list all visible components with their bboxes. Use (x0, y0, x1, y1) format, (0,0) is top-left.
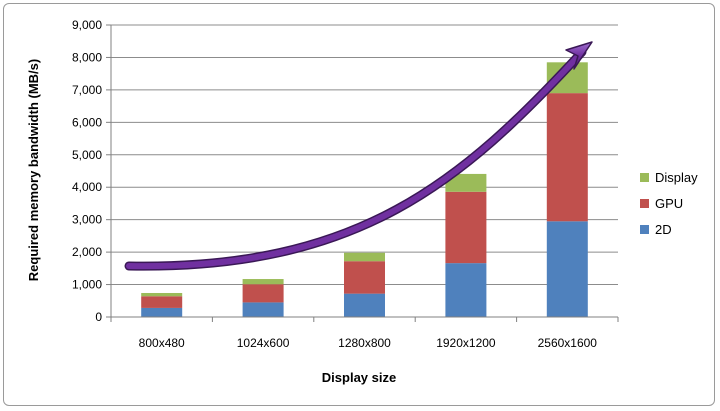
x-axis-title: Display size (322, 370, 396, 385)
bar-segment-display (242, 279, 284, 285)
gridlines (111, 24, 618, 286)
y-tick-label: 1,000 (72, 278, 102, 292)
chart-frame (3, 3, 715, 406)
bar-segment-2d (344, 293, 385, 317)
x-tick-label: 1024x600 (237, 336, 290, 350)
bar-segment-2d (242, 302, 284, 317)
y-tick-label: 6,000 (72, 115, 102, 129)
trend-arrow-head (565, 41, 593, 70)
trend-arrow-shaft (126, 49, 585, 270)
bars (141, 62, 588, 317)
x-tick-label: 2560x1600 (538, 336, 598, 350)
bar-segment-2d (546, 221, 588, 317)
y-tick-label: 3,000 (72, 213, 102, 227)
y-tick-label: 9,000 (72, 18, 102, 32)
y-tick-label: 4,000 (72, 180, 102, 194)
bar-segment-gpu (344, 261, 385, 294)
legend: Display GPU 2D (640, 170, 698, 237)
legend-swatch-gpu (640, 199, 649, 208)
legend-label-gpu: GPU (655, 196, 683, 211)
bar-segment-display (141, 292, 183, 297)
x-tick-label: 1280x800 (338, 336, 391, 350)
legend-label-2d: 2D (655, 222, 672, 237)
x-axis: 800x480 1024x600 1280x800 1920x1200 2560x160… (110, 316, 619, 350)
y-tick-label: 0 (95, 310, 102, 324)
y-tick-label: 8,000 (72, 50, 102, 64)
bar-segment-gpu (445, 191, 487, 264)
trend-arrow (124, 41, 593, 271)
bar-segment-gpu (141, 296, 183, 308)
x-tick-label: 1920x1200 (436, 336, 496, 350)
bar-segment-gpu (242, 284, 284, 303)
bar-segment-display (445, 173, 487, 192)
bar-segment-display (344, 252, 385, 262)
y-tick-label: 7,000 (72, 83, 102, 97)
trend-arrow-outline (124, 47, 587, 271)
bar-segment-gpu (546, 93, 588, 222)
y-tick-label: 5,000 (72, 148, 102, 162)
bar-segment-2d (445, 263, 487, 317)
y-tick-label: 2,000 (72, 245, 102, 259)
legend-swatch-2d (640, 225, 649, 234)
bar-segment-2d (141, 307, 183, 317)
y-axis-title: Required memory bandwidth (MB/s) (26, 59, 41, 281)
legend-label-display: Display (655, 170, 698, 185)
x-tick-label: 800x480 (139, 336, 185, 350)
legend-swatch-display (640, 173, 649, 182)
y-axis: 0 1,000 2,000 3,000 4,000 5,000 6,000 7,000 8,00… (72, 18, 112, 324)
